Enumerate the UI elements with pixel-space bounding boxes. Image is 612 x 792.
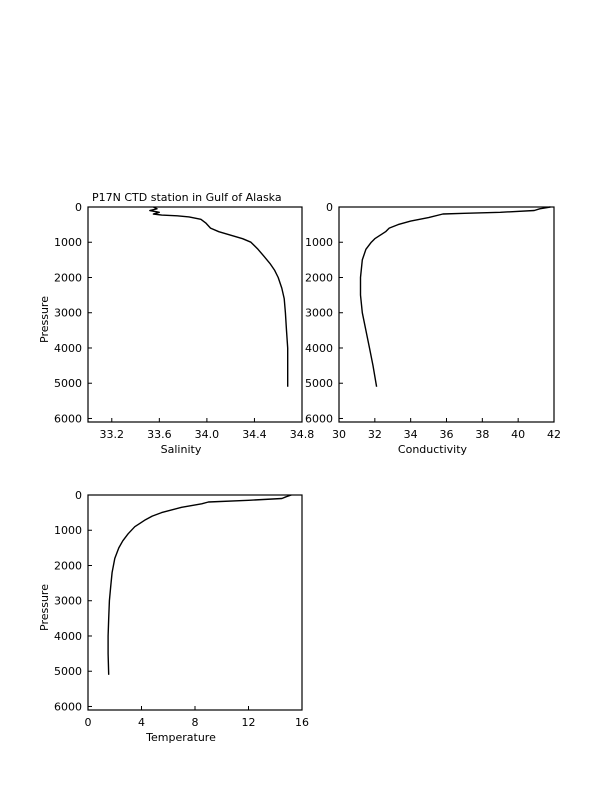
conductivity-x-tick-label: 40 (511, 428, 525, 441)
conductivity-y-tick-label: 3000 (305, 307, 333, 320)
temperature-y-tick-label: 2000 (54, 559, 82, 572)
conductivity-x-tick-label: 34 (404, 428, 418, 441)
temperature-chart: 0 4 8 12 16 0 1000 2000 3000 4000 5000 6000 Temperat… (38, 489, 309, 744)
conductivity-chart: 30 32 34 36 38 40 42 0 1000 2000 3000 4000 5000 6000 C… (305, 201, 561, 456)
temperature-y-tick-label: 0 (75, 489, 82, 502)
temperature-profile-line (107, 494, 292, 675)
salinity-x-tick-label: 33.2 (100, 428, 125, 441)
temperature-y-tick-label: 4000 (54, 630, 82, 643)
conductivity-y-tick-label: 4000 (305, 342, 333, 355)
figure-title: P17N CTD station in Gulf of Alaska (92, 191, 282, 204)
salinity-x-tick-label: 33.6 (147, 428, 172, 441)
conductivity-x-tick-label: 36 (440, 428, 454, 441)
conductivity-y-tick-label: 6000 (305, 412, 333, 425)
salinity-x-tick-label: 34.8 (290, 428, 315, 441)
salinity-plot-frame (87, 206, 303, 423)
temperature-y-tick-label: 6000 (54, 700, 82, 713)
salinity-y-tick-label: 1000 (54, 236, 82, 249)
salinity-y-tick-label: 3000 (54, 307, 82, 320)
conductivity-x-axis-label: Conductivity (398, 443, 468, 456)
salinity-y-tick-label: 4000 (54, 342, 82, 355)
temperature-y-axis-label: Pressure (38, 584, 51, 631)
conductivity-x-tick-label: 42 (547, 428, 561, 441)
conductivity-plot-frame (338, 206, 555, 423)
salinity-y-tick-label: 0 (75, 201, 82, 214)
temperature-x-axis-label: Temperature (145, 731, 216, 744)
temperature-x-tick-label: 12 (242, 716, 256, 729)
salinity-y-tick-label: 5000 (54, 377, 82, 390)
temperature-y-tick-label: 3000 (54, 595, 82, 608)
temperature-y-tick-label: 1000 (54, 524, 82, 537)
conductivity-y-tick-label: 2000 (305, 271, 333, 284)
temperature-x-tick-label: 8 (192, 716, 199, 729)
salinity-x-tick-label: 34.4 (242, 428, 267, 441)
conductivity-y-tick-label: 5000 (305, 377, 333, 390)
temperature-x-tick-label: 16 (295, 716, 309, 729)
salinity-x-tick-label: 34.0 (195, 428, 220, 441)
temperature-y-tick-label: 5000 (54, 665, 82, 678)
conductivity-x-tick-label: 38 (475, 428, 489, 441)
temperature-plot-frame (87, 494, 303, 711)
salinity-profile-line (149, 206, 289, 387)
conductivity-x-tick-label: 30 (332, 428, 346, 441)
conductivity-x-tick-label: 32 (368, 428, 382, 441)
temperature-x-tick-label: 4 (138, 716, 145, 729)
conductivity-profile-line (359, 206, 551, 387)
conductivity-y-tick-label: 0 (326, 201, 333, 214)
salinity-y-tick-label: 2000 (54, 271, 82, 284)
salinity-y-axis-label: Pressure (38, 296, 51, 343)
salinity-chart: 33.2 33.6 34.0 34.4 34.8 0 1000 2000 3000 4000 500… (38, 201, 314, 456)
conductivity-y-tick-label: 1000 (305, 236, 333, 249)
temperature-x-tick-label: 0 (85, 716, 92, 729)
salinity-x-axis-label: Salinity (161, 443, 202, 456)
salinity-y-tick-label: 6000 (54, 412, 82, 425)
